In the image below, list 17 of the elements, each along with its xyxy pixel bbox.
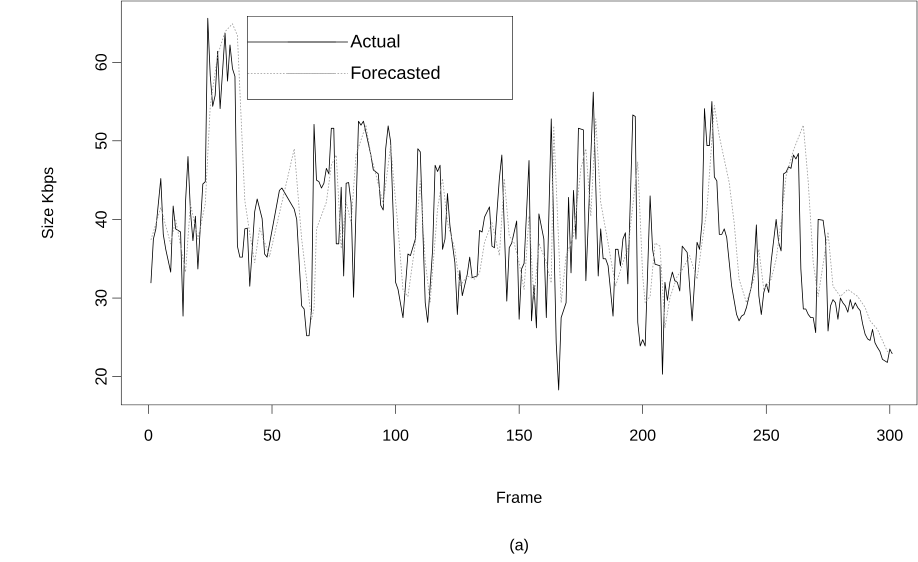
y-tick-label: 60 [95, 54, 107, 70]
y-tick-label: 30 [95, 290, 107, 306]
y-tick-label: 50 [95, 132, 107, 150]
x-tick-label: 50 [264, 429, 280, 441]
x-tick-label: 100 [383, 429, 408, 441]
x-tick-label: 300 [877, 429, 903, 441]
x-tick-label: 150 [506, 429, 532, 441]
legend-label: Actual [350, 34, 400, 48]
y-axis-title: Size Kbps [41, 167, 56, 238]
x-tick-label: 250 [754, 429, 779, 441]
legend-label: Forecasted [352, 66, 440, 79]
y-tick-label: 20 [95, 368, 107, 385]
x-tick-label: 200 [630, 429, 656, 441]
text: (a) [510, 538, 528, 554]
x-axis-title: Frame [497, 492, 542, 503]
y-tick-label: 40 [95, 211, 107, 228]
x-tick-label: 0 [144, 429, 152, 441]
